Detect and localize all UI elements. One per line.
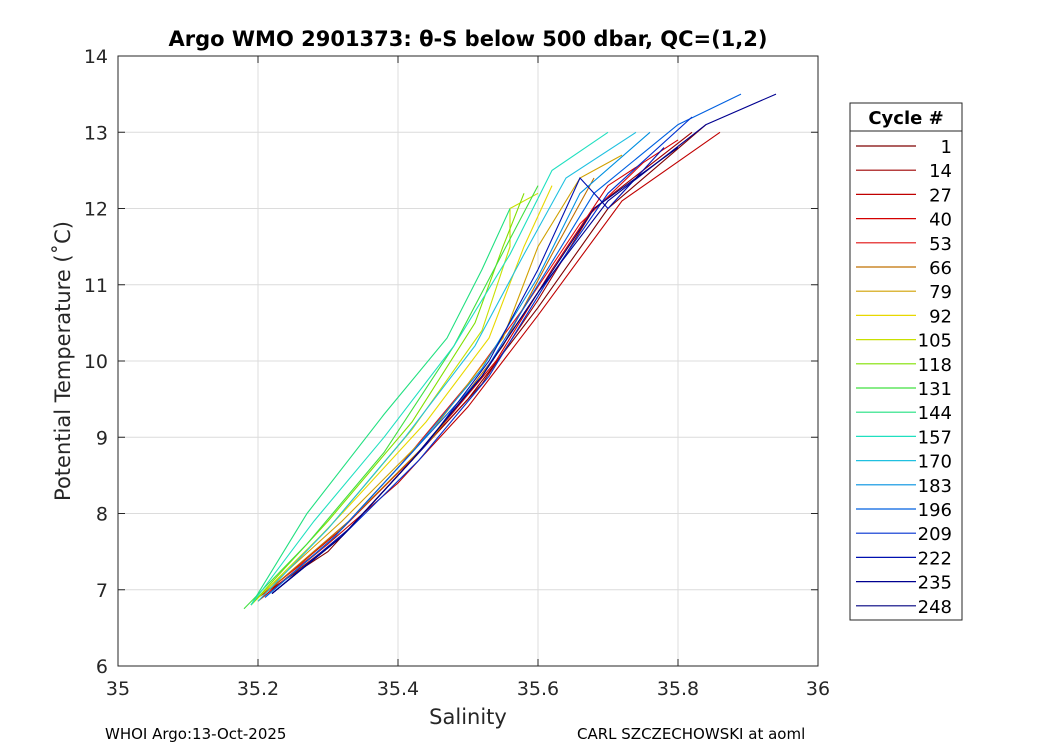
legend: Cycle # 1 14 27 40 53 66 79 92 105 118 131 144 157 17… — [849, 102, 963, 621]
chart-title: Argo WMO 2901373: θ-S below 500 dbar, QC… — [169, 27, 768, 51]
legend-entry-label: 1 — [941, 137, 952, 158]
series-lines — [243, 93, 777, 610]
y-tick-label: 13 — [84, 122, 108, 144]
legend-entry-label: 235 — [918, 573, 952, 594]
legend-entry-label: 53 — [929, 234, 952, 255]
legend-entry-label: 118 — [918, 355, 952, 376]
legend-entry-label: 92 — [929, 306, 952, 327]
legend-entry-label: 40 — [929, 210, 952, 231]
series-line — [250, 131, 609, 606]
legend-entry-label: 248 — [918, 597, 952, 618]
legend-entry-label: 79 — [929, 282, 952, 303]
legend-box — [849, 102, 963, 621]
footer-right: CARL SZCZECHOWSKI at aoml — [577, 725, 806, 743]
legend-entry-label: 105 — [918, 331, 952, 352]
y-tick-label: 6 — [96, 656, 108, 678]
x-tick-label: 35 — [106, 678, 130, 700]
x-tick-label: 36 — [806, 678, 830, 700]
legend-entry-label: 209 — [918, 524, 952, 545]
series-line — [271, 147, 679, 595]
y-tick-label: 11 — [84, 275, 108, 297]
legend-entries: 1 14 27 40 53 66 79 92 105 118 131 144 157 170 183 196 2… — [856, 137, 952, 618]
x-tick-label: 35.4 — [377, 678, 419, 700]
series-line — [264, 93, 742, 598]
legend-entry-label: 14 — [929, 161, 952, 182]
legend-entry-label: 144 — [918, 403, 952, 424]
y-tick-label: 7 — [96, 580, 108, 602]
x-tick-label: 35.8 — [657, 678, 699, 700]
series-line — [250, 208, 511, 606]
legend-entry-label: 27 — [929, 185, 952, 206]
legend-title: Cycle # — [868, 108, 943, 129]
series-line — [257, 131, 637, 602]
legend-entry-label: 170 — [918, 452, 952, 473]
y-tick-label: 10 — [84, 351, 108, 373]
y-tick-label: 9 — [96, 427, 108, 449]
y-tick-label: 12 — [84, 199, 108, 221]
series-line — [243, 185, 539, 610]
axis-ticks: 35 35.2 35.4 35.6 35.8 36 6 7 8 9 10 11 12 13 14 — [84, 46, 830, 700]
legend-entry-label: 196 — [918, 500, 952, 521]
legend-entry-label: 222 — [918, 548, 952, 569]
legend-entry-label: 157 — [918, 427, 952, 448]
x-tick-label: 35.6 — [517, 678, 559, 700]
legend-entry-label: 183 — [918, 476, 952, 497]
y-tick-label: 14 — [84, 46, 108, 68]
legend-entry-label: 66 — [929, 258, 952, 279]
footer-left: WHOI Argo:13-Oct-2025 — [105, 725, 287, 743]
y-tick-label: 8 — [96, 504, 108, 526]
x-tick-label: 35.2 — [237, 678, 279, 700]
x-axis-label: Salinity — [429, 705, 507, 729]
legend-entry-label: 131 — [918, 379, 952, 400]
y-axis-label: Potential Temperature (˚C) — [51, 221, 75, 501]
